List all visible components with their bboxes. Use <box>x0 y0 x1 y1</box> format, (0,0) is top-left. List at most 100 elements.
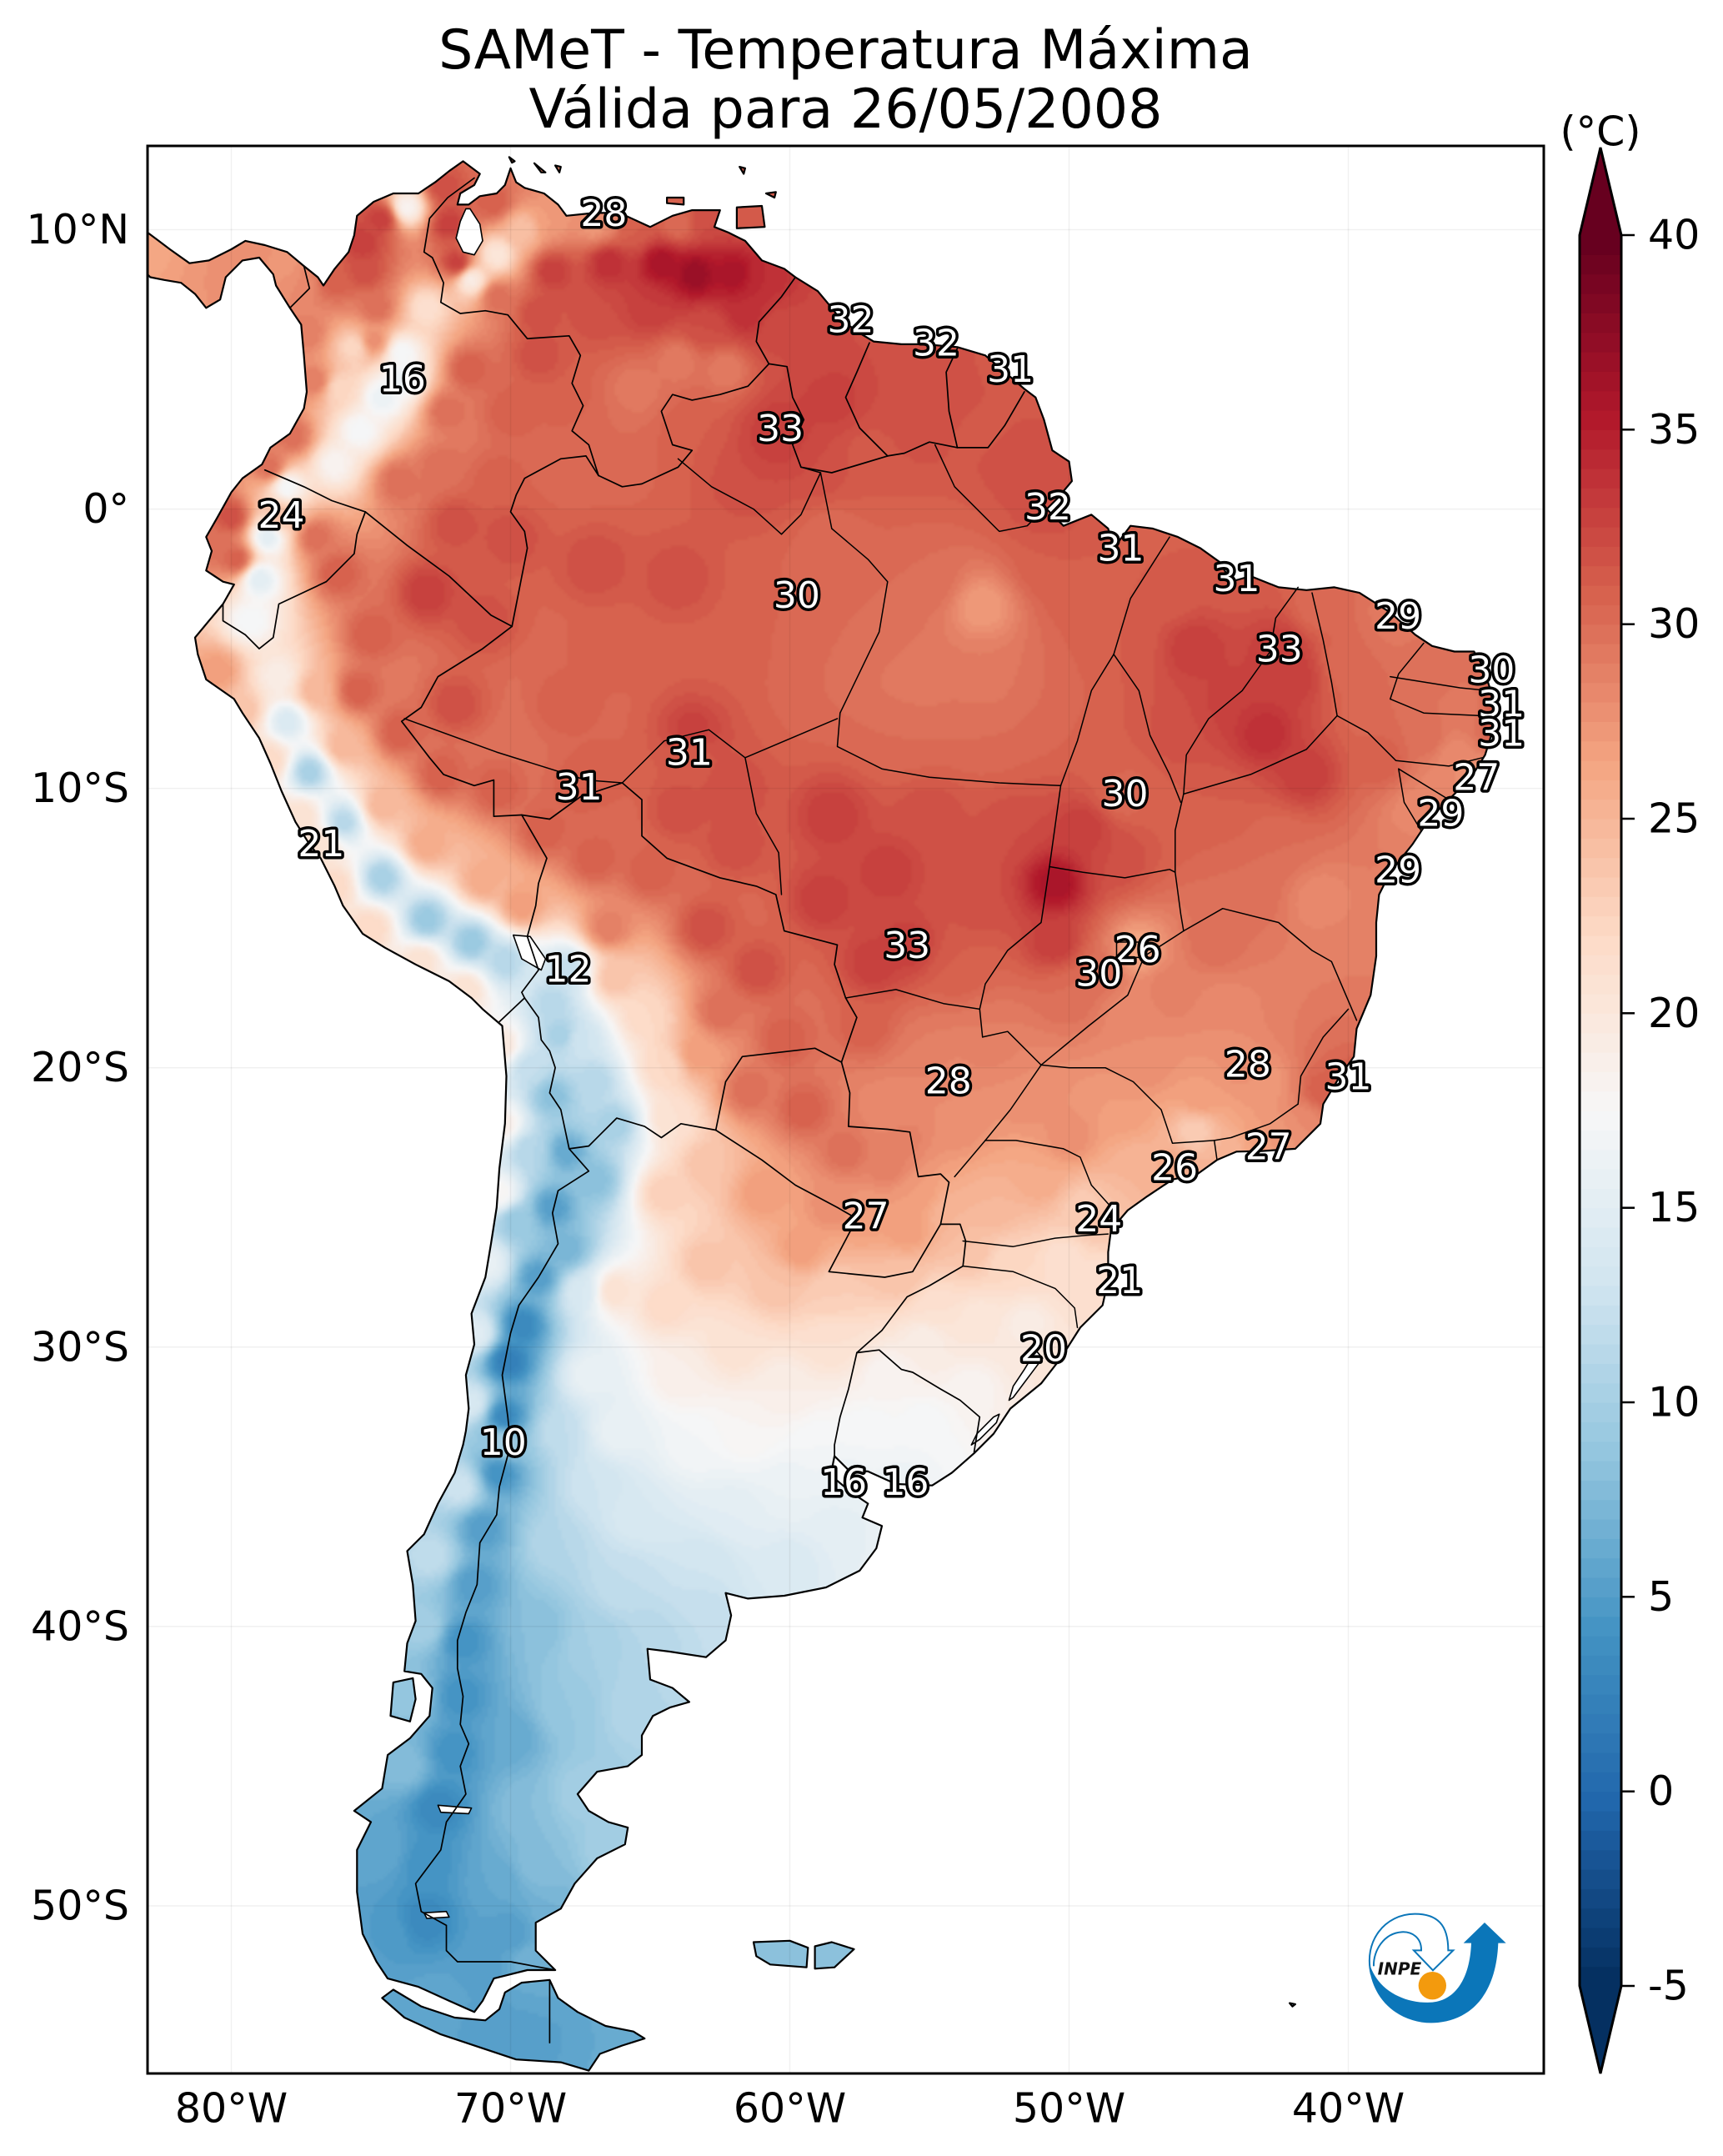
country-border <box>714 1129 942 1278</box>
temperature-label: 31 <box>666 732 713 775</box>
country-border <box>364 511 513 628</box>
country-border <box>263 469 367 513</box>
chart-title: SAMeT - Temperatura Máxima <box>438 19 1253 82</box>
state-border <box>1390 675 1489 692</box>
colorbar-band <box>1580 1772 1621 1792</box>
inpe-logo: INPE <box>1368 1913 1506 2023</box>
colorbar-band <box>1580 1655 1621 1676</box>
map-frame <box>146 144 1545 2075</box>
colorbar-band <box>1580 1149 1621 1170</box>
colorbar-tick-label: -5 <box>1648 1963 1689 2010</box>
state-border <box>1213 1103 1299 1141</box>
state-border <box>677 458 822 535</box>
colorbar-band <box>1580 429 1621 450</box>
colorbar-band <box>1580 624 1621 644</box>
coastline <box>739 166 746 175</box>
state-border <box>934 444 1042 533</box>
state-border <box>1183 586 1299 795</box>
coastline <box>554 164 562 173</box>
colorbar-band <box>1580 1091 1621 1111</box>
state-border <box>984 1064 1042 1141</box>
temperature-label: 29 <box>1375 849 1421 891</box>
state-border <box>1113 654 1182 804</box>
state-border <box>1175 714 1338 932</box>
x-tick-label: 60°W <box>734 2085 846 2133</box>
temperature-label: 12 <box>545 948 592 990</box>
temperature-label: 30 <box>1075 952 1122 995</box>
y-tick-label: 0° <box>83 485 129 533</box>
state-border <box>1390 642 1425 700</box>
y-tick-label: 10°N <box>26 206 129 253</box>
colorbar-units-label: (°C) <box>1560 108 1641 156</box>
colorbar-band <box>1580 1811 1621 1831</box>
country-border <box>945 348 959 449</box>
country-border <box>598 363 770 488</box>
country-border <box>523 997 570 1150</box>
colorbar-band <box>1580 1344 1621 1364</box>
colorbar-band <box>1580 1032 1621 1053</box>
country-border <box>222 511 367 649</box>
temperature-label: 28 <box>925 1060 972 1102</box>
temperature-label: 24 <box>258 494 305 537</box>
colorbar-band <box>1580 1402 1621 1422</box>
state-border <box>819 472 889 714</box>
coastline <box>764 191 777 199</box>
colorbar-band <box>1580 663 1621 684</box>
y-tick-label: 10°S <box>31 765 129 812</box>
temperature-label: 33 <box>884 925 930 967</box>
colorbar-extend-max <box>1580 148 1621 235</box>
coastline <box>533 162 547 173</box>
logo-swoosh-arrow-icon <box>1368 1922 1506 2023</box>
y-tick-label: 30°S <box>31 1323 129 1371</box>
logo-outline-arrow-icon <box>1369 1913 1455 1975</box>
x-tick-label: 70°W <box>454 2085 567 2133</box>
colorbar-band <box>1580 1286 1621 1306</box>
colorbar-band <box>1580 1227 1621 1247</box>
colorbar-tick-label: 5 <box>1648 1573 1674 1621</box>
colorbar-tick-label: 0 <box>1648 1767 1674 1815</box>
state-border <box>962 1233 1109 1247</box>
temperature-label: 31 <box>1325 1055 1372 1098</box>
colorbar-band <box>1580 1188 1621 1209</box>
temperature-label: 27 <box>843 1196 889 1238</box>
colorbar-band <box>1580 1577 1621 1597</box>
colorbar-band <box>1580 780 1621 800</box>
colorbar-band <box>1580 1130 1621 1151</box>
colorbar-band <box>1580 1830 1621 1851</box>
colorbar-band <box>1580 1597 1621 1617</box>
temperature-label: 31 <box>556 766 603 809</box>
state-border <box>836 712 1062 787</box>
colorbar-band <box>1580 1461 1621 1481</box>
country-border <box>521 814 548 999</box>
colorbar-band <box>1580 955 1621 975</box>
colorbar-band <box>1580 819 1621 839</box>
country-border <box>856 1223 967 1354</box>
temperature-label: 31 <box>987 348 1034 391</box>
colorbar-band <box>1580 449 1621 469</box>
coastline <box>666 196 685 206</box>
country-border <box>423 177 599 477</box>
colorbar-band <box>1580 332 1621 353</box>
state-border <box>1336 714 1484 767</box>
colorbar-band <box>1580 721 1621 742</box>
temperature-label: 24 <box>1075 1198 1122 1241</box>
temperature-label: 30 <box>774 574 820 617</box>
colorbar-band <box>1580 1908 1621 1928</box>
colorbar-band <box>1580 644 1621 664</box>
y-tick-label: 40°S <box>31 1602 129 1650</box>
country-border <box>856 1349 981 1453</box>
state-border <box>1040 930 1185 1066</box>
colorbar-band <box>1580 1966 1621 1987</box>
colorbar-band <box>1580 1382 1621 1403</box>
country-border <box>568 1117 717 1150</box>
colorbar-band <box>1580 838 1621 859</box>
colorbar-extend-min <box>1580 1986 1621 2073</box>
temperature-label: 31 <box>1214 558 1260 600</box>
colorbar-band <box>1580 1869 1621 1889</box>
colorbar-band <box>1580 273 1621 294</box>
state-border <box>1183 907 1358 1021</box>
colorbar-band <box>1580 1557 1621 1578</box>
colorbar-band <box>1580 1111 1621 1131</box>
